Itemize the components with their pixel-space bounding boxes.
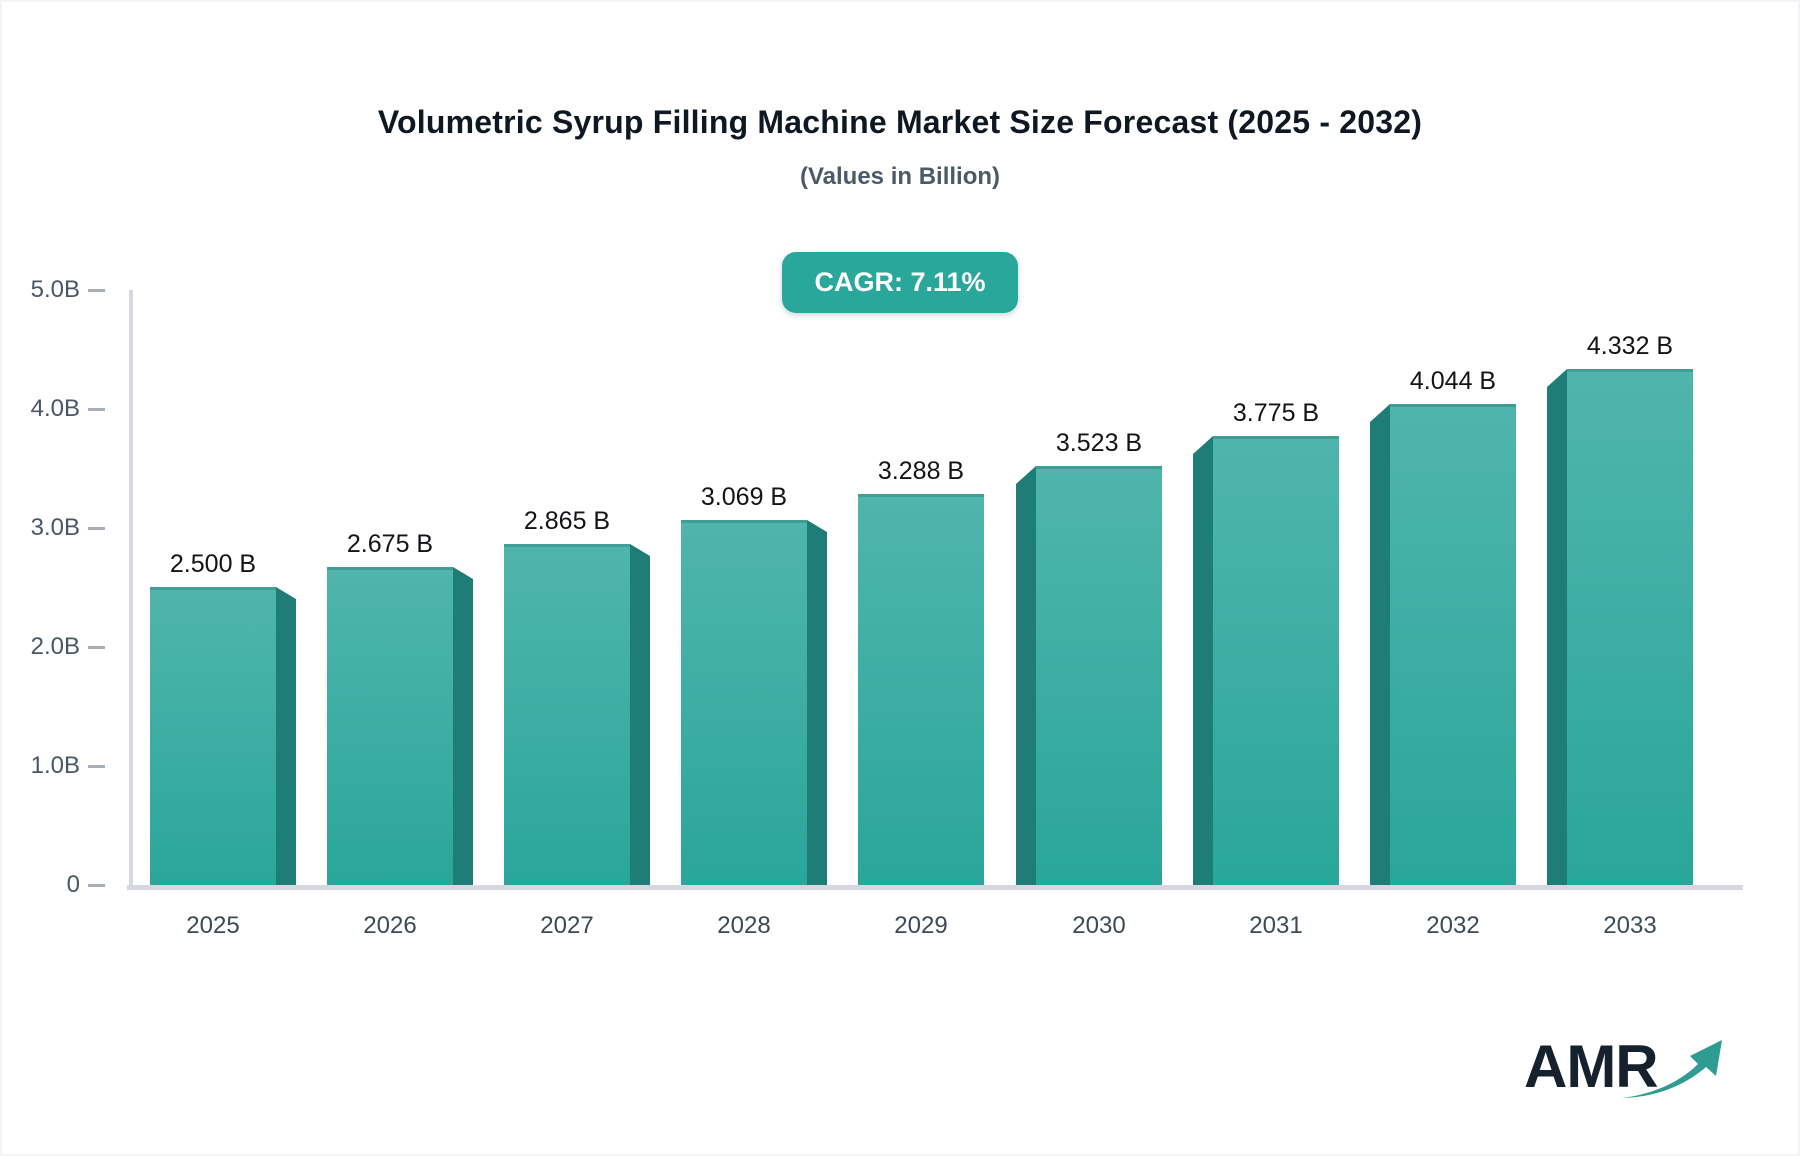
y-tick-mark	[88, 527, 105, 530]
bar-top-edge	[1567, 369, 1693, 372]
y-tick-label: 3.0B	[30, 514, 80, 541]
y-tick-label: 2.0B	[30, 633, 80, 660]
bar-2025	[150, 587, 276, 885]
bar-2029	[858, 494, 984, 885]
bar-top-edge	[681, 520, 807, 523]
bar-2030	[1036, 466, 1162, 885]
x-tick-label-2028: 2028	[717, 912, 771, 939]
x-tick-label-2029: 2029	[894, 912, 948, 939]
x-axis-line	[127, 885, 1743, 890]
bar-2032	[1390, 404, 1516, 885]
x-tick-label-2026: 2026	[363, 912, 417, 939]
chart-title: Volumetric Syrup Filling Machine Market …	[377, 104, 1423, 140]
bar-side-3d	[1370, 404, 1390, 885]
bar-2027	[504, 544, 630, 885]
x-tick-label-2030: 2030	[1072, 912, 1126, 939]
bar-value-label: 3.069 B	[700, 483, 788, 511]
bar-top-edge	[150, 587, 276, 590]
y-tick-mark	[88, 646, 105, 649]
bar-top-edge	[858, 494, 984, 497]
cagr-badge-row: CAGR: 7.11%	[0, 252, 1800, 313]
bar-side-3d	[453, 567, 473, 885]
amr-logo: AMR	[1524, 1032, 1724, 1112]
bar-side-3d	[276, 587, 296, 885]
x-tick-label-2027: 2027	[540, 912, 594, 939]
amr-logo-text: AMR	[1524, 1033, 1659, 1100]
bar-value-label: 2.865 B	[523, 507, 611, 535]
bar-side-3d	[630, 544, 650, 885]
y-tick-mark	[88, 884, 105, 887]
bar-side-3d	[807, 520, 827, 885]
bar-value-label: 4.332 B	[1586, 332, 1674, 360]
bar-value-label: 3.288 B	[877, 457, 965, 485]
bar-value-label: 3.523 B	[1055, 429, 1143, 457]
y-tick-label: 1.0B	[30, 752, 80, 779]
cagr-badge: CAGR: 7.11%	[782, 252, 1018, 313]
x-tick-label-2033: 2033	[1603, 912, 1657, 939]
y-tick-label: 4.0B	[30, 395, 80, 422]
y-tick-mark	[88, 765, 105, 768]
bar-value-label: 2.675 B	[346, 530, 434, 558]
bar-top-edge	[1036, 466, 1162, 469]
bar-side-3d	[1193, 436, 1213, 885]
bar-2031	[1213, 436, 1339, 885]
bar-side-3d	[1016, 466, 1036, 885]
bar-top-edge	[504, 544, 630, 547]
bar-top-edge	[1390, 404, 1516, 407]
bar-side-3d	[1547, 369, 1567, 885]
bar-value-label: 2.500 B	[169, 550, 257, 578]
bar-2026	[327, 567, 453, 885]
growth-arrow-icon	[1622, 1040, 1722, 1098]
bar-value-label: 4.044 B	[1409, 367, 1497, 395]
bar-2033	[1567, 369, 1693, 885]
y-tick-mark	[88, 408, 105, 411]
y-tick-label: 0	[66, 871, 80, 898]
x-tick-label-2031: 2031	[1249, 912, 1303, 939]
y-tick-label: 5.0B	[30, 276, 80, 303]
y-axis-line	[129, 290, 133, 888]
bar-2028	[681, 520, 807, 885]
x-tick-label-2032: 2032	[1426, 912, 1480, 939]
bar-top-edge	[1213, 436, 1339, 439]
bar-top-edge	[327, 567, 453, 570]
bar-value-label: 3.775 B	[1232, 399, 1320, 427]
y-tick-mark	[88, 289, 105, 292]
chart-subtitle: (Values in Billion)	[799, 163, 1001, 190]
x-tick-label-2025: 2025	[186, 912, 240, 939]
